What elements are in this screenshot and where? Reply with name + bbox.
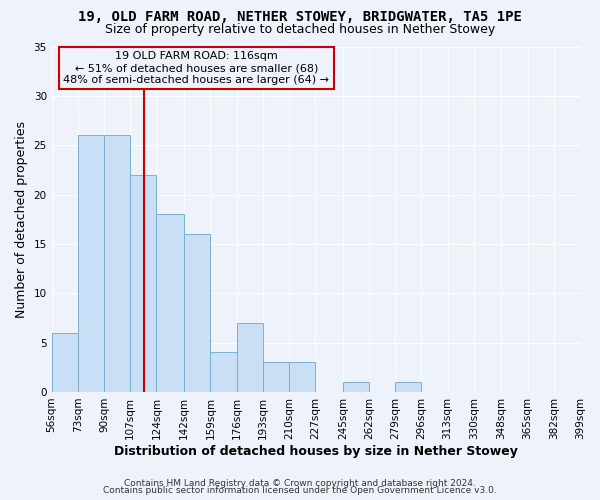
Bar [211,352,236,392]
Bar [104,136,130,392]
Y-axis label: Number of detached properties: Number of detached properties [15,120,28,318]
Bar [130,175,157,392]
Bar [236,323,263,392]
Bar [184,234,211,392]
Text: 19 OLD FARM ROAD: 116sqm
← 51% of detached houses are smaller (68)
48% of semi-d: 19 OLD FARM ROAD: 116sqm ← 51% of detach… [64,52,329,84]
Bar [263,362,289,392]
Text: Size of property relative to detached houses in Nether Stowey: Size of property relative to detached ho… [105,22,495,36]
Bar [343,382,369,392]
X-axis label: Distribution of detached houses by size in Nether Stowey: Distribution of detached houses by size … [114,444,518,458]
Bar [395,382,421,392]
Text: Contains HM Land Registry data © Crown copyright and database right 2024.: Contains HM Land Registry data © Crown c… [124,478,476,488]
Bar [78,136,104,392]
Text: 19, OLD FARM ROAD, NETHER STOWEY, BRIDGWATER, TA5 1PE: 19, OLD FARM ROAD, NETHER STOWEY, BRIDGW… [78,10,522,24]
Bar [289,362,315,392]
Bar [52,332,78,392]
Bar [157,214,184,392]
Text: Contains public sector information licensed under the Open Government Licence v3: Contains public sector information licen… [103,486,497,495]
